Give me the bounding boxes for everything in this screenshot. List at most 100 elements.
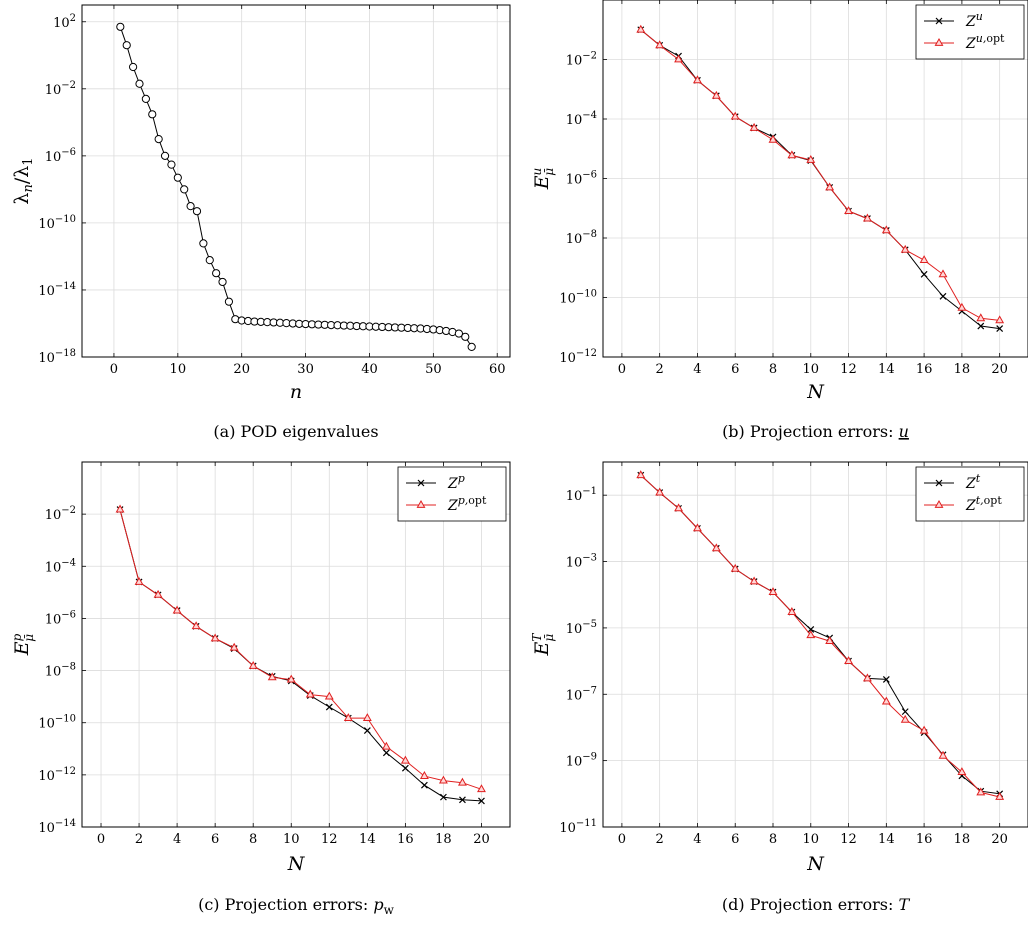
x-tick-label: 8 [769,832,777,847]
panel-pod-eigenvalues: 0 10 20 30 40 50 60 10−18 10−14 10−10 10−6 10−2 102 n… [11,4,511,441]
y-tick-label: 10−18 [38,348,76,366]
x-tick-label: 2 [656,362,664,377]
series-1-point-17 [957,302,967,311]
x-tick-label: 30 [297,362,314,377]
series-0-point-1 [122,41,131,50]
series-1-point-10 [305,689,315,698]
legend-box [915,4,1025,60]
series-1-point-10 [825,182,835,191]
y-axis-label: Epμ̄ [10,633,36,656]
legend-entry: Zp [447,472,465,492]
series-0-point-8 [167,160,176,169]
series-1-point-18 [976,313,986,322]
series-0-point-4 [141,94,150,104]
x-tick-label: 18 [954,362,971,377]
series-1-point-6 [749,122,759,131]
x-tick-label: 4 [693,832,701,847]
series-1-point-14 [900,244,910,253]
y-tick-label: 10−11 [559,818,597,836]
x-tick-label: 0 [110,362,118,377]
x-tick-label: 18 [954,832,971,847]
series-1-point-14 [900,714,910,723]
x-axis-label: N [806,381,825,403]
x-axis-label: N [806,853,825,875]
series-0-point-7 [160,151,170,160]
series-line-0 [119,509,482,802]
series-1-point-15 [919,255,929,264]
y-tick-label: 10−2 [45,505,76,523]
series-1-point-12 [343,713,353,722]
series-1-point-11 [844,206,854,215]
series-1-point-1 [655,487,665,496]
series-1-point-8 [787,150,797,159]
series-legend-point-1 [934,37,944,46]
series-0-point-54 [461,332,470,341]
legend-entry: Zu,opt [965,32,1005,52]
series-1-point-2 [674,503,684,512]
series-1-point-8 [267,672,277,681]
x-tick-label: 14 [878,362,895,377]
x-tick-label: 14 [878,832,895,847]
x-tick-label: 20 [473,832,490,847]
series-1-point-19 [995,792,1005,800]
series-0-point-16 [939,292,947,300]
series-0-point-6 [154,134,163,144]
y-tick-label: 10−2 [45,80,76,98]
x-axis-label: n [290,381,302,403]
x-axis-label: N [287,853,306,875]
series-0-point-12 [192,207,202,216]
series-0-point-16 [420,781,428,789]
y-tick-label: 10−2 [566,51,597,69]
y-tick-label: 10−1 [566,486,597,504]
series-1-point-9 [806,630,816,639]
y-tick-label: 10−4 [566,110,597,128]
panel-projection-errors-t: 0 2 4 6 8 10 12 14 16 18 20 10−11 10−9 10−7 10−5 10−3 10… [530,461,1028,914]
series-1-point-13 [362,713,372,722]
series-0-point-18 [459,796,466,804]
y-tick-label: 10−9 [566,752,597,770]
y-tick-label: 10−12 [38,766,76,784]
series-1-point-7 [248,660,258,669]
series-1-point-4 [191,621,201,630]
series-0-point-11 [325,703,333,711]
x-tick-label: 20 [991,832,1008,847]
x-tick-label: 60 [489,362,506,377]
series-1-point-5 [730,563,740,572]
series-legend-point-1 [416,499,426,508]
series-1-point-2 [153,589,163,598]
x-tick-label: 2 [135,832,143,847]
series-0-point-14 [205,256,214,265]
series-legend-point-1 [934,499,944,508]
y-tick-label: 10−10 [38,714,76,732]
y-tick-label: 10−6 [45,609,76,627]
series-1-point-8 [787,607,797,615]
series-0-point-17 [224,297,234,306]
x-tick-label: 20 [233,362,250,377]
x-tick-label: 20 [991,362,1008,377]
x-tick-label: 4 [173,832,181,847]
series-0-point-18 [977,322,985,330]
series-1-point-6 [229,642,239,651]
series-0-point-0 [116,22,125,31]
plot-frame [81,461,511,828]
series-1-point-16 [419,771,429,779]
x-tick-label: 8 [249,832,257,847]
series-1-point-5 [730,111,740,120]
x-tick-label: 0 [97,832,105,847]
series-0-point-14 [382,749,390,757]
legend-box [915,466,1025,522]
y-tick-label: 10−3 [566,553,597,571]
series-0-point-17 [439,793,447,801]
series-1-point-0 [636,470,646,479]
series-0-point-10 [180,185,189,194]
panel-caption: (d) Projection errors: T [722,895,911,914]
series-line-1 [119,509,482,790]
series-0-point-55 [467,342,476,352]
y-tick-label: 10−14 [38,281,76,299]
series-line-0 [640,474,1000,795]
x-tick-label: 40 [361,362,378,377]
y-tick-label: 10−12 [559,348,597,366]
y-tick-label: 10−5 [566,619,597,637]
series-1-point-16 [938,269,948,278]
